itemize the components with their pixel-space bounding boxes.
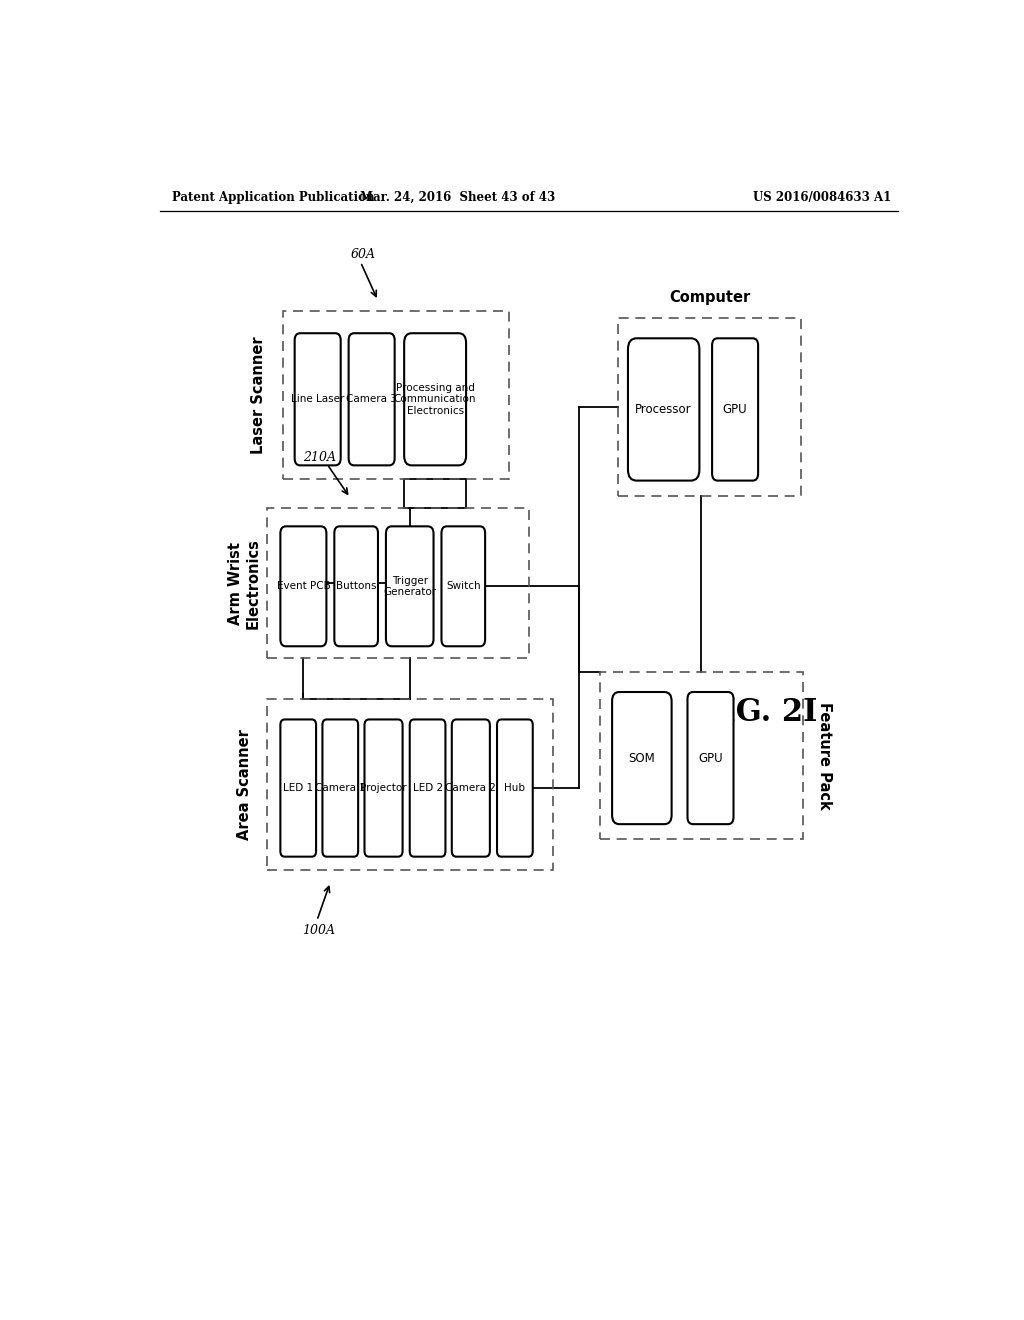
- Text: GPU: GPU: [723, 403, 748, 416]
- FancyBboxPatch shape: [410, 719, 445, 857]
- Text: Area Scanner: Area Scanner: [238, 729, 252, 840]
- Text: LED 2: LED 2: [413, 783, 442, 793]
- Bar: [267, 508, 528, 659]
- Text: 100A: 100A: [303, 924, 336, 937]
- Text: Hub: Hub: [505, 783, 525, 793]
- FancyBboxPatch shape: [334, 527, 378, 647]
- FancyBboxPatch shape: [452, 719, 489, 857]
- Text: Trigger
Generator: Trigger Generator: [383, 576, 436, 597]
- Bar: [267, 700, 553, 870]
- Bar: [283, 312, 509, 479]
- FancyBboxPatch shape: [712, 338, 758, 480]
- FancyBboxPatch shape: [281, 527, 327, 647]
- Text: LED 1: LED 1: [284, 783, 313, 793]
- Text: Processor: Processor: [635, 403, 692, 416]
- Text: Camera 1: Camera 1: [314, 783, 366, 793]
- Text: Line Laser: Line Laser: [291, 395, 344, 404]
- Text: FIG. 2I: FIG. 2I: [700, 697, 817, 727]
- Text: SOM: SOM: [629, 751, 655, 764]
- Text: US 2016/0084633 A1: US 2016/0084633 A1: [754, 190, 892, 203]
- Text: Camera 3: Camera 3: [346, 395, 397, 404]
- Text: Laser Scanner: Laser Scanner: [252, 335, 266, 454]
- Text: 210A: 210A: [303, 450, 336, 463]
- Text: Patent Application Publication: Patent Application Publication: [172, 190, 374, 203]
- FancyBboxPatch shape: [323, 719, 358, 857]
- Bar: [600, 672, 803, 840]
- FancyBboxPatch shape: [365, 719, 402, 857]
- FancyBboxPatch shape: [295, 333, 341, 466]
- Text: Computer: Computer: [669, 290, 751, 305]
- Text: 60A: 60A: [350, 248, 375, 261]
- Text: Switch: Switch: [446, 581, 480, 591]
- Text: GPU: GPU: [698, 751, 723, 764]
- FancyBboxPatch shape: [404, 333, 466, 466]
- Text: Projector: Projector: [360, 783, 407, 793]
- FancyBboxPatch shape: [281, 719, 316, 857]
- FancyBboxPatch shape: [612, 692, 672, 824]
- Bar: [618, 318, 801, 496]
- FancyBboxPatch shape: [348, 333, 394, 466]
- Text: Processing and
Communication
Electronics: Processing and Communication Electronics: [394, 383, 476, 416]
- FancyBboxPatch shape: [628, 338, 699, 480]
- FancyBboxPatch shape: [441, 527, 485, 647]
- FancyBboxPatch shape: [687, 692, 733, 824]
- FancyBboxPatch shape: [386, 527, 433, 647]
- Text: Arm Wrist
Electronics: Arm Wrist Electronics: [228, 537, 261, 628]
- FancyBboxPatch shape: [497, 719, 532, 857]
- Text: Mar. 24, 2016  Sheet 43 of 43: Mar. 24, 2016 Sheet 43 of 43: [359, 190, 555, 203]
- Text: Camera 2: Camera 2: [445, 783, 497, 793]
- Text: Buttons: Buttons: [336, 581, 377, 591]
- Text: Feature Pack: Feature Pack: [817, 702, 833, 809]
- Text: Event PCB: Event PCB: [276, 581, 331, 591]
